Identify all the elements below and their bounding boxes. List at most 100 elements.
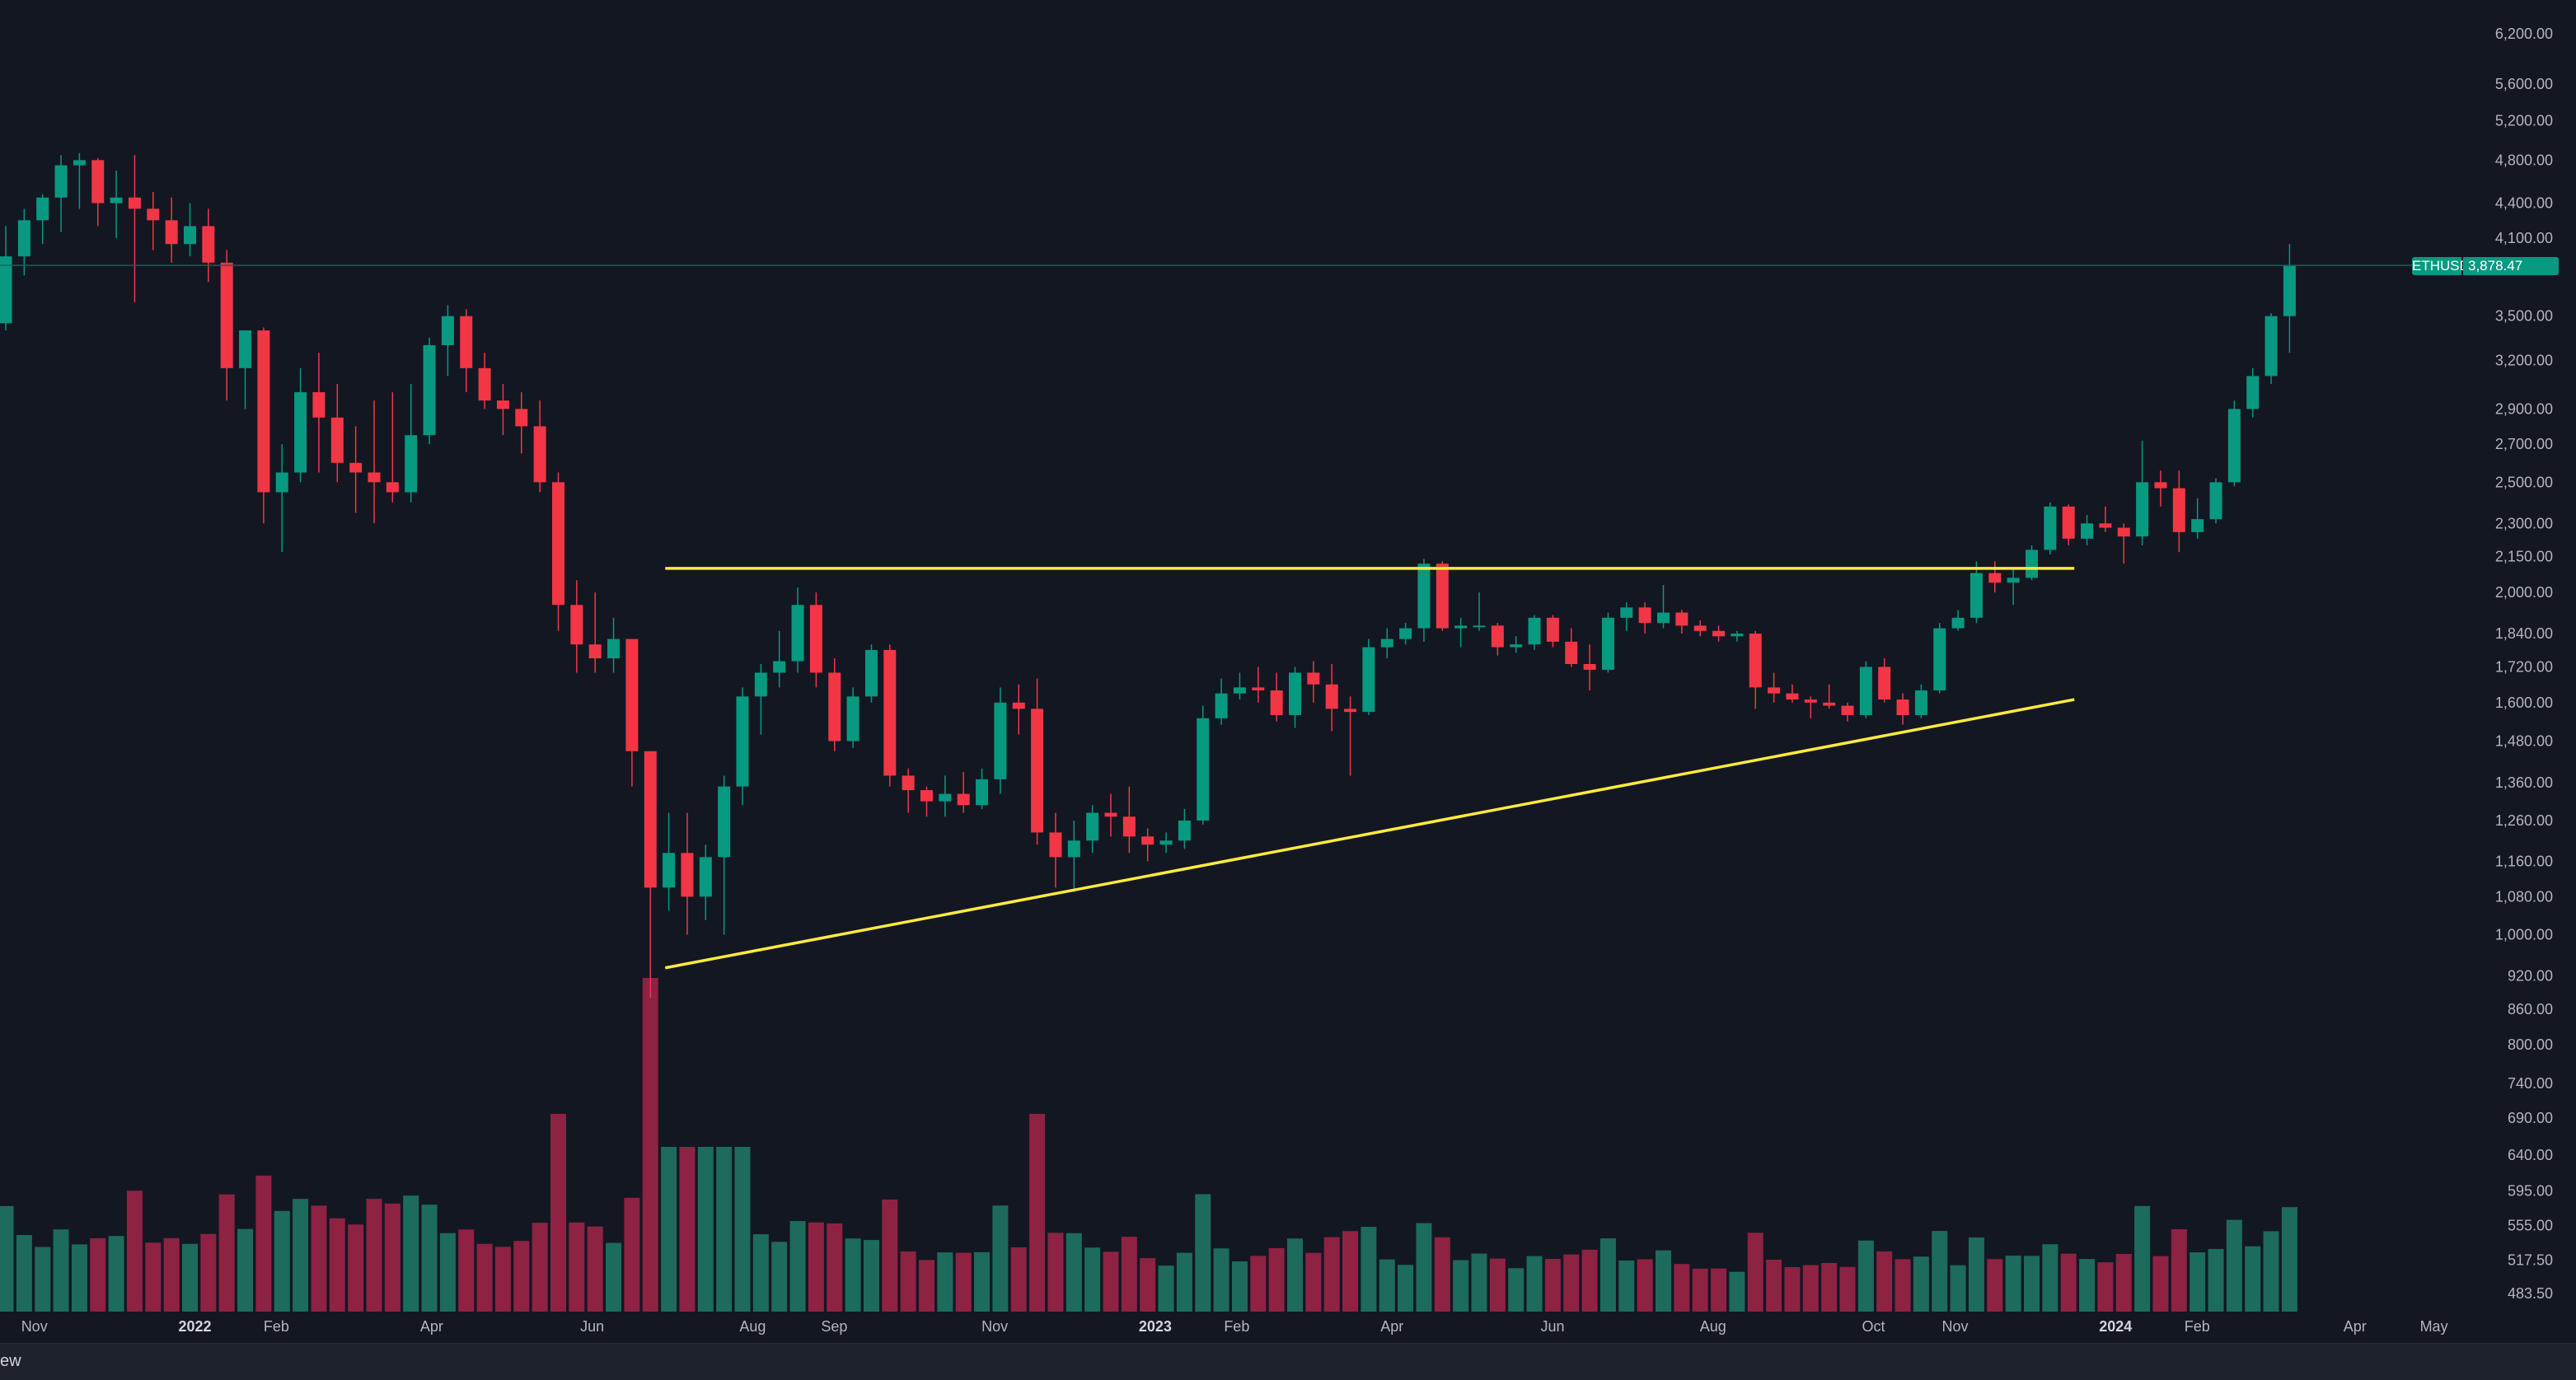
time-tick-label: Feb [1224, 1318, 1249, 1335]
candle [312, 353, 326, 473]
candle-body [147, 208, 160, 221]
chart-canvas[interactable]: 6,200.00 5,600.00 5,200.00 4,800.00 4,400.00… [0, 0, 2576, 1343]
candle-body [1620, 607, 1633, 618]
time-tick-label: Nov [1941, 1318, 1968, 1335]
candle [2283, 244, 2296, 353]
candle [1344, 696, 1357, 776]
volume-bar [1563, 1254, 1580, 1312]
volume-bar [1766, 1259, 1782, 1312]
volume-bar [1489, 1258, 1506, 1312]
candle-body [1215, 693, 1228, 718]
candle-body [275, 472, 288, 493]
time-tick-label: Feb [2185, 1318, 2210, 1335]
candle [1031, 678, 1044, 845]
price-tick-label: 2,300.00 [2495, 515, 2553, 531]
candle-body [1878, 667, 1891, 700]
candle-body [1731, 634, 1744, 637]
candle [2227, 400, 2241, 487]
candle-body [478, 367, 491, 401]
candle-body [1601, 617, 1614, 670]
candle [17, 208, 30, 276]
candle [330, 384, 344, 483]
price-tick-label: 2,900.00 [2495, 400, 2553, 417]
candle [1786, 684, 1799, 703]
candle [1399, 623, 1412, 645]
time-tick-label: Sep [821, 1318, 847, 1335]
volume-bar [2042, 1244, 2058, 1312]
volume-bar [1544, 1259, 1561, 1312]
candle-body [1583, 663, 1596, 670]
volume-bar [1342, 1231, 1359, 1312]
candle [883, 644, 897, 787]
candle [791, 587, 804, 673]
volume-bar [1084, 1247, 1101, 1312]
volume-bar [1784, 1267, 1801, 1312]
candle-body [773, 661, 786, 673]
candle [1252, 667, 1265, 703]
candle [1638, 602, 1651, 634]
candle [2044, 502, 2057, 554]
candle-body [883, 649, 897, 776]
candle-body [1657, 612, 1670, 624]
volume-bar [1618, 1261, 1635, 1312]
candle [478, 353, 491, 409]
candle-body [220, 262, 233, 368]
candle [1675, 610, 1688, 634]
volume-bar [1121, 1237, 1137, 1312]
candle [405, 384, 418, 503]
volume-bar [587, 1226, 603, 1312]
price-tick-label: 1,720.00 [2495, 658, 2553, 675]
candle [36, 194, 49, 245]
candle-body [2191, 519, 2204, 532]
time-tick-label: Apr [1380, 1318, 1403, 1335]
price-tick-label: 5,600.00 [2495, 76, 2553, 92]
candle [864, 644, 878, 703]
candle [1215, 678, 1228, 725]
candle [663, 812, 676, 911]
candle-body [330, 417, 344, 463]
candle-body [460, 316, 473, 368]
candle [1693, 620, 1707, 637]
volume-bar [1195, 1194, 1211, 1312]
candle-body [1233, 687, 1246, 694]
candle [1859, 661, 1872, 718]
candle-body [1675, 612, 1688, 626]
price-tick-label: 4,100.00 [2495, 230, 2553, 246]
candle [1122, 786, 1136, 854]
candle-body [2209, 482, 2222, 520]
time-tick-label: Oct [1862, 1318, 1885, 1335]
candle [1528, 615, 1541, 650]
candle [1436, 561, 1449, 631]
candle-body [902, 775, 915, 791]
candle-body [405, 435, 418, 493]
time-axis: Nov 2022 Feb Apr Jun Aug Sep Nov 2023 Feb Apr Jun Au… [21, 1318, 2448, 1335]
candle-body [2265, 316, 2278, 377]
candle-body [1289, 672, 1301, 715]
candle-body [625, 639, 639, 751]
candle-body [2283, 265, 2296, 316]
candle-body [110, 197, 123, 203]
candle [1417, 559, 1431, 642]
candle-body [1344, 709, 1357, 713]
time-tick-label: May [2420, 1318, 2448, 1335]
candle-body [552, 482, 564, 606]
footer-label[interactable]: ew [0, 1352, 21, 1370]
candle-body [920, 790, 933, 802]
candle-body [1159, 840, 1173, 845]
candle [828, 658, 841, 751]
volume-layer [0, 978, 2297, 1312]
candle [1454, 617, 1468, 648]
candle [920, 786, 933, 817]
candle [1914, 684, 1927, 718]
volume-bar [1158, 1265, 1174, 1312]
candle-body [588, 644, 602, 659]
candle-body [1197, 718, 1210, 821]
volume-bar [789, 1221, 806, 1312]
candle-body [1546, 617, 1559, 642]
candle [846, 687, 859, 748]
candle-body [1768, 687, 1781, 694]
price-tick-label: 1,160.00 [2495, 854, 2553, 870]
candle-body [828, 672, 841, 741]
volume-bar [1932, 1231, 1948, 1312]
